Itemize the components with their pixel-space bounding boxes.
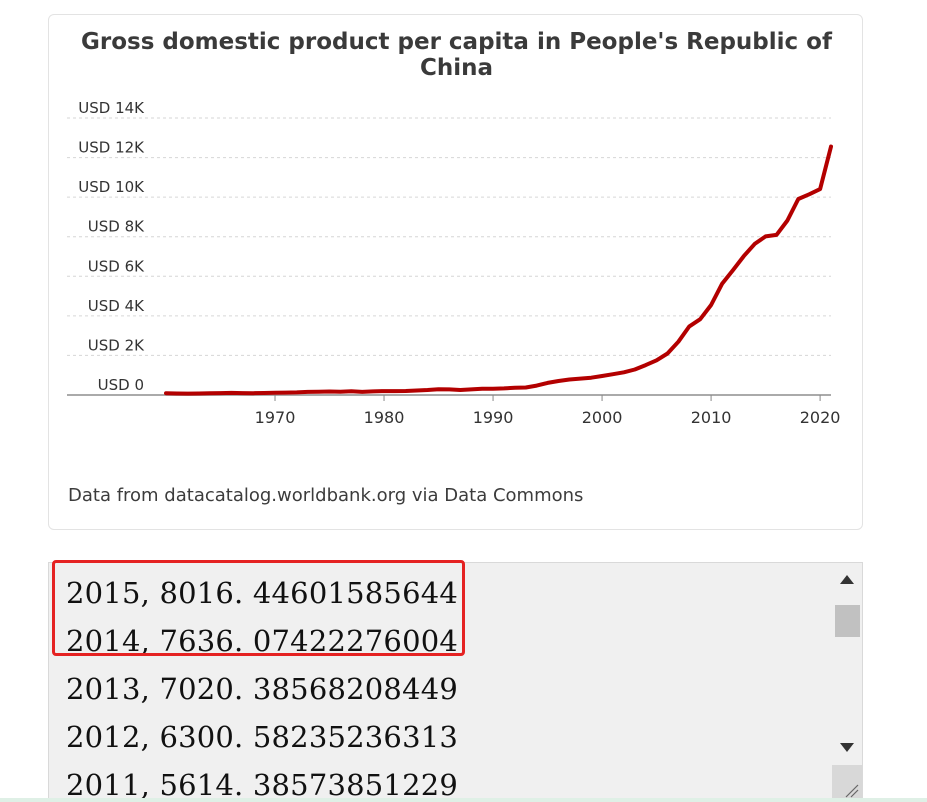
y-tick-label: USD 2K <box>88 336 145 354</box>
x-tick-label: 2020 <box>800 408 841 427</box>
x-tick-label: 2010 <box>691 408 732 427</box>
data-line: 2011, 5614. 38573851229 <box>66 768 459 802</box>
x-tick-label: 1990 <box>473 408 514 427</box>
data-line: 2013, 7020. 38568208449 <box>66 672 459 706</box>
vertical-scrollbar[interactable] <box>832 563 862 801</box>
y-tick-label: USD 10K <box>78 178 145 196</box>
data-lines: 2015, 8016. 44601585644 2014, 7636. 0742… <box>66 569 459 802</box>
data-line: 2015, 8016. 44601585644 <box>66 576 459 610</box>
chart-card: USD 0 USD 2K USD 4K USD 6K USD 8K USD 10K USD … <box>48 14 863 530</box>
y-tick-label: USD 4K <box>88 297 145 315</box>
data-textarea[interactable]: 2015, 8016. 44601585644 2014, 7636. 0742… <box>48 562 863 802</box>
x-tick-label: 2000 <box>582 408 623 427</box>
y-tick-label: USD 14K <box>78 99 145 117</box>
data-source-note: Data from datacatalog.worldbank.org via … <box>68 485 584 506</box>
x-tick-label: 1970 <box>255 408 296 427</box>
chart-title-line-2: China <box>419 55 494 81</box>
y-tick-label: USD 0 <box>98 376 144 394</box>
gdp-line-chart: USD 0 USD 2K USD 4K USD 6K USD 8K USD 10K USD … <box>67 99 841 427</box>
scroll-down-arrow-icon[interactable] <box>840 743 854 752</box>
data-line: 2012, 6300. 58235236313 <box>66 720 459 754</box>
resize-grip-icon[interactable] <box>832 765 862 801</box>
scroll-thumb[interactable] <box>835 605 860 637</box>
y-tick-label: USD 6K <box>88 257 145 275</box>
chart-title-line-1: Gross domestic product per capita in Peo… <box>80 29 832 55</box>
chart-title: Gross domestic product per capita in Peo… <box>49 29 864 81</box>
series-line <box>164 144 833 396</box>
scroll-up-arrow-icon[interactable] <box>840 575 854 584</box>
x-tick-label: 1980 <box>364 408 405 427</box>
y-tick-label: USD 8K <box>88 218 145 236</box>
y-tick-label: USD 12K <box>78 139 145 157</box>
data-line: 2014, 7636. 07422276004 <box>66 624 459 658</box>
bottom-divider <box>0 798 927 802</box>
